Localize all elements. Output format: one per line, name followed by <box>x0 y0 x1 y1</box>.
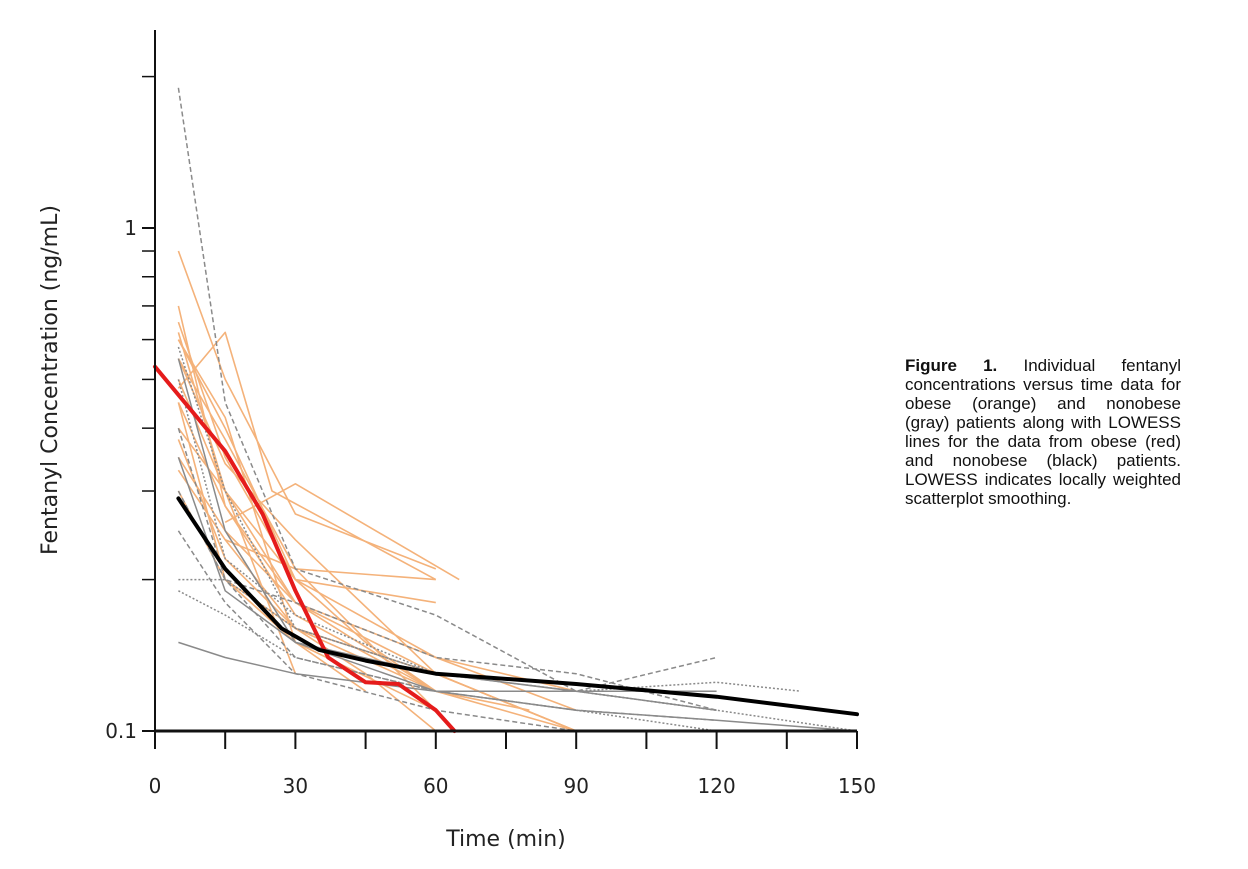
nonobese-patient-line-20 <box>177 346 801 692</box>
x-tick-label: 30 <box>283 774 308 798</box>
x-tick-label: 90 <box>563 774 588 798</box>
figure-caption-text: Individual fentanyl concentrations versu… <box>905 356 1181 508</box>
y-tick-label: 0.1 <box>105 719 137 743</box>
nonobese-patient-line-27 <box>178 641 858 732</box>
obese-patient-line-10 <box>177 339 437 711</box>
nonobese-lowess-line <box>176 496 859 717</box>
y-tick-label: 1 <box>124 216 137 240</box>
obese-patient-line-13 <box>224 482 460 581</box>
obese-lowess-line <box>153 364 457 733</box>
figure-label: Figure 1. <box>905 356 998 375</box>
chart: 1 0.1 0 30 60 90 120 150 Fentanyl Concentration… <box>38 30 876 852</box>
figure-caption: Figure 1. Individual fentanyl concentrat… <box>905 356 1181 508</box>
obese-patient-line-8 <box>177 456 437 692</box>
nonobese-patient-line-23 <box>177 427 717 711</box>
x-tick-label: 120 <box>698 774 736 798</box>
nonobese-patient-line-26 <box>178 578 717 711</box>
nonobese-patient-line-19 <box>177 87 717 692</box>
x-tick-label: 60 <box>423 774 448 798</box>
obese-patient-line-11 <box>177 402 367 692</box>
x-tick-label: 0 <box>149 774 162 798</box>
nonobese-patient-line-28 <box>178 590 717 732</box>
axes-layer: 1 0.1 0 30 60 90 120 150 <box>105 30 876 798</box>
series-layer <box>153 87 859 733</box>
x-axis-title: Time (min) <box>445 827 566 852</box>
obese-patient-line-0 <box>177 250 437 570</box>
nonobese-patient-line-29 <box>177 530 577 732</box>
nonobese-patient-line-22 <box>177 379 858 732</box>
obese-patient-line-16 <box>224 539 577 732</box>
obese-patient-line-3 <box>177 331 437 581</box>
x-tick-label: 150 <box>838 774 876 798</box>
obese-patient-line-7 <box>177 427 436 604</box>
y-axis-title: Fentanyl Concentration (ng/mL) <box>38 205 63 555</box>
nonobese-patient-line-21 <box>177 358 717 692</box>
